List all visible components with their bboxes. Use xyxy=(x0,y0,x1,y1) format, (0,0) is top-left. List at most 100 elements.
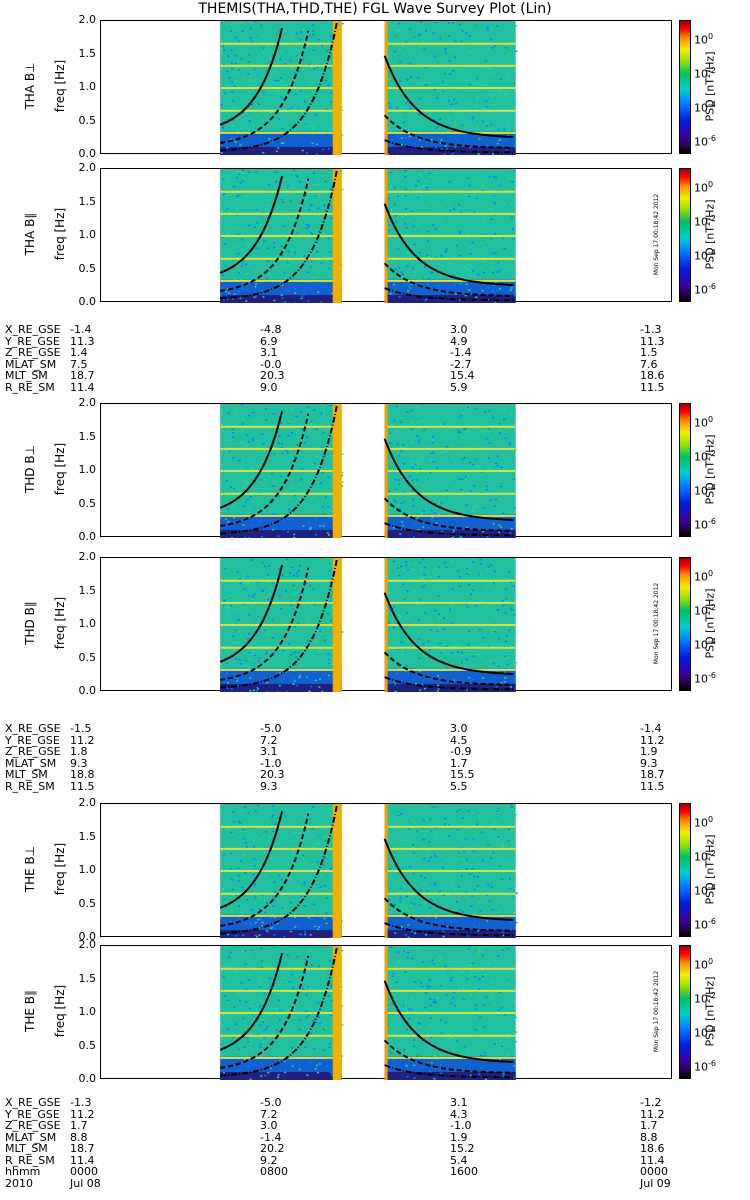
spectrum-speckle xyxy=(312,33,315,36)
spectrum-speckle xyxy=(389,171,392,174)
spectrum-speckle xyxy=(479,996,482,999)
spectrum-speckle xyxy=(238,918,241,920)
ephemeris-value: 4.9 xyxy=(450,334,468,348)
spectrum-speckle xyxy=(307,226,310,228)
spectrum-speckle xyxy=(482,184,485,186)
ephemeris-value: 3.1 xyxy=(260,346,278,359)
harmonic-line xyxy=(220,624,342,626)
spectrum-speckle xyxy=(474,1004,477,1006)
spectrum-speckle xyxy=(392,626,395,629)
spectrum-speckle xyxy=(264,408,267,410)
spectrum-speckle xyxy=(422,577,425,580)
spectrum-speckle xyxy=(317,926,320,928)
spectrum-speckle xyxy=(331,1072,334,1074)
spectrum-speckle xyxy=(421,683,424,686)
spectrum-speckle xyxy=(483,1051,486,1054)
spectrum-speckle xyxy=(417,180,420,182)
spectrum-speckle xyxy=(329,581,332,584)
spectrum-speckle xyxy=(255,295,258,298)
spectrum-speckle xyxy=(510,820,513,822)
spectrum-speckle xyxy=(296,1013,299,1016)
spectrum-speckle xyxy=(277,92,280,95)
harmonic-line xyxy=(384,109,516,112)
ephemeris-name: X_RE_GSE xyxy=(5,323,61,336)
spectrum-speckle xyxy=(419,689,422,691)
spectrum-speckle xyxy=(465,504,468,506)
spectrum-speckle xyxy=(283,272,286,274)
spectrum-speckle xyxy=(476,96,479,98)
spectrum-speckle xyxy=(298,676,301,679)
spectrum-speckle xyxy=(323,410,326,412)
spectrum-speckle xyxy=(507,897,510,900)
spectrum-speckle xyxy=(298,1019,301,1021)
spectrum-speckle xyxy=(288,259,291,262)
spectrum-speckle xyxy=(463,954,466,957)
spectrum-speckle xyxy=(264,629,267,632)
spectrum-speckle xyxy=(270,916,273,919)
spectrum-speckle xyxy=(274,79,277,82)
ephemeris-value: 7.2 xyxy=(260,733,278,747)
spectrum-speckle xyxy=(503,655,506,658)
spectrum-speckle xyxy=(289,600,292,603)
spectrum-speckle xyxy=(254,810,257,812)
spectrum-speckle xyxy=(422,653,425,656)
spectrum-speckle xyxy=(224,518,227,520)
spectrum-speckle xyxy=(221,249,224,251)
spectrum-speckle xyxy=(258,861,261,863)
spectrum-speckle xyxy=(429,460,432,462)
spectrum-speckle xyxy=(386,124,389,126)
spectrum-speckle xyxy=(466,573,469,575)
spectrum-speckle xyxy=(270,72,273,74)
spectrum-speckle xyxy=(439,984,442,987)
spectrum-speckle xyxy=(291,566,294,569)
spectrum-speckle xyxy=(293,593,296,595)
spectrum-speckle xyxy=(261,35,264,37)
spectrum-speckle xyxy=(388,229,391,232)
spectrum-speckle xyxy=(276,1076,279,1078)
spectrum-speckle xyxy=(389,442,392,444)
spectrum-speckle xyxy=(419,467,422,470)
spectrum-speckle xyxy=(267,633,270,635)
spectrum-speckle xyxy=(438,626,441,629)
spectrum-speckle xyxy=(390,197,393,199)
spectrum-speckle xyxy=(424,834,427,836)
spectrum-speckle xyxy=(258,999,261,1001)
harmonic-line xyxy=(220,64,342,67)
spectrum-speckle xyxy=(487,467,490,470)
spectrum-speckle xyxy=(513,170,516,172)
spectrum-speckle xyxy=(409,116,412,118)
spectrum-speckle xyxy=(247,244,250,246)
spectrum-speckle xyxy=(506,638,509,640)
spectrum-speckle xyxy=(236,677,239,679)
spectrum-speckle xyxy=(250,924,253,926)
spectrum-speckle xyxy=(233,406,236,409)
spectrum-speckle xyxy=(312,495,315,498)
spectrum-speckle xyxy=(405,1000,408,1003)
spectrum-speckle xyxy=(481,120,484,123)
spectrum-speckle xyxy=(484,60,487,62)
spectrum-speckle xyxy=(390,82,393,85)
spectrum-speckle xyxy=(394,215,397,217)
spectrum-speckle xyxy=(495,281,498,283)
spectrum-speckle xyxy=(304,593,307,595)
spectrum-speckle xyxy=(510,806,513,809)
spectrum-speckle xyxy=(453,461,456,463)
spectrum-speckle xyxy=(261,561,264,564)
spectrum-speckle xyxy=(226,146,229,149)
spectrum-speckle xyxy=(410,902,413,904)
spectrum-speckle xyxy=(285,188,288,191)
spectrogram-panel xyxy=(100,803,672,938)
colorbar xyxy=(679,945,691,1079)
spectrum-speckle xyxy=(324,857,327,859)
ephemeris-name: R_RE_SM xyxy=(5,1153,55,1167)
ephemeris-row: X_RE_GSE -1.3 -5.0 3.1 -1.2 xyxy=(5,1097,745,1109)
spectrum-speckle xyxy=(239,860,242,862)
spectrum-speckle xyxy=(392,973,395,975)
spectrum-speckle xyxy=(409,219,412,221)
spectrum-speckle xyxy=(253,858,256,860)
spectrum-speckle xyxy=(404,1003,407,1005)
spectrum-speckle xyxy=(493,100,496,103)
spectrum-speckle xyxy=(283,977,286,979)
colorbar-tick: 100 xyxy=(694,957,713,972)
spectrum-speckle xyxy=(419,1026,422,1028)
